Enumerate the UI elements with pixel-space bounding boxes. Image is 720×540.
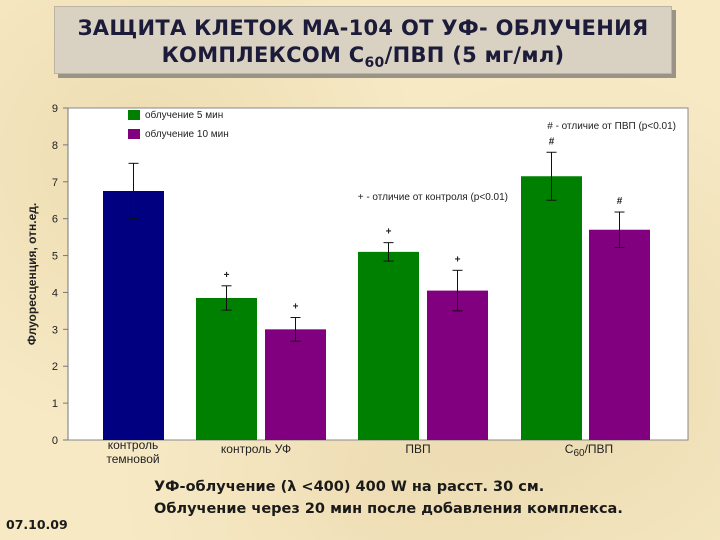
bar: [589, 229, 650, 440]
annotation-plus: + - отличие от контроля (p<0.01): [358, 192, 508, 203]
y-tick-label: 2: [52, 361, 58, 373]
y-tick-label: 4: [52, 287, 58, 299]
legend-label: облучение 5 мин: [145, 109, 223, 121]
category-label: С60/ПВП: [565, 442, 613, 459]
significance-marker: +: [455, 254, 461, 265]
y-tick-label: 6: [52, 214, 58, 226]
bar: [358, 251, 419, 440]
title-line-2-suffix: /ПВП (5 мг/мл): [384, 43, 565, 67]
note-line-1: УФ-облучение (λ <400) 400 W на расст. 30…: [154, 479, 545, 495]
bar: [521, 176, 582, 440]
legend-swatch: [128, 129, 140, 139]
significance-marker: +: [224, 270, 230, 281]
category-label: ПВП: [405, 442, 430, 456]
bar: [103, 191, 164, 440]
significance-marker: #: [617, 196, 623, 207]
bar: [196, 297, 257, 440]
y-tick-label: 7: [52, 177, 58, 189]
significance-marker: #: [549, 136, 555, 147]
category-label: контроль: [108, 438, 159, 452]
y-tick-label: 1: [52, 398, 58, 410]
category-label: темновой: [106, 452, 159, 466]
title-box: ЗАЩИТА КЛЕТОК МА-104 ОТ УФ- ОБЛУЧЕНИЯ КО…: [54, 6, 672, 74]
y-tick-label: 9: [52, 103, 58, 115]
y-axis-label: Флуоресценция, отн.ед.: [25, 203, 39, 345]
y-tick-label: 8: [52, 140, 58, 152]
y-tick-label: 3: [52, 324, 58, 336]
category-label: контроль УФ: [221, 442, 291, 456]
significance-marker: +: [293, 302, 299, 313]
bar: [265, 329, 326, 440]
legend-label: облучение 10 мин: [145, 128, 229, 140]
note-line-2: Облучение через 20 мин после добавления …: [154, 501, 623, 517]
title-line-2-prefix: КОМПЛЕКСОМ С: [161, 43, 365, 67]
title-line-2-subscript: 60: [364, 55, 385, 72]
title-line-2: КОМПЛЕКСОМ С60/ПВП (5 мг/мл): [55, 43, 671, 71]
y-tick-label: 5: [52, 251, 58, 263]
title-line-1: ЗАЩИТА КЛЕТОК МА-104 ОТ УФ- ОБЛУЧЕНИЯ: [77, 16, 649, 40]
legend-swatch: [128, 110, 140, 120]
significance-marker: +: [386, 227, 392, 238]
bar: [427, 290, 488, 440]
annotation-hash: # - отличие от ПВП (p<0.01): [547, 121, 676, 132]
date-label: 07.10.09: [6, 517, 68, 532]
y-tick-label: 0: [52, 435, 58, 447]
